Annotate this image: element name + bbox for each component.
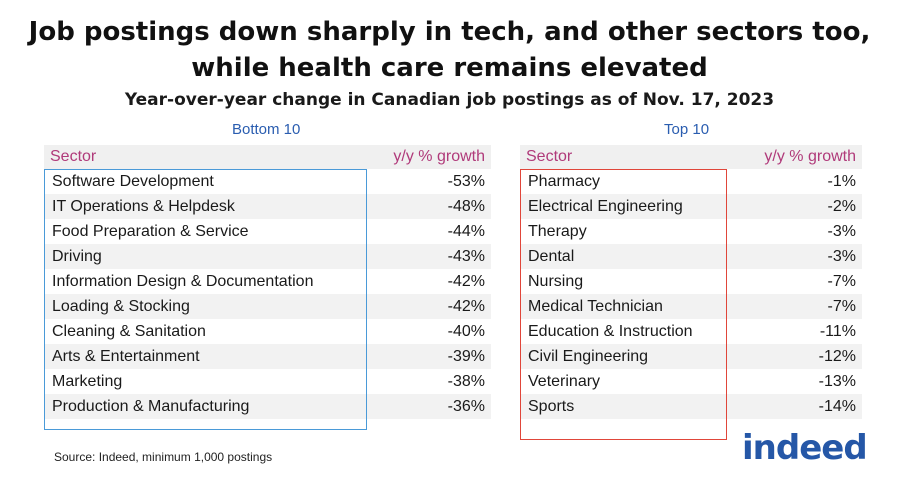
chart-title: Job postings down sharply in tech, and o… — [0, 14, 899, 86]
sector-name: Sports — [528, 398, 575, 415]
growth-column-header: y/y % growth — [393, 148, 485, 165]
growth-value: -42% — [447, 298, 485, 315]
top-10-table: Sector y/y % growth Pharmacy -1% Electrica… — [520, 145, 862, 419]
sector-name: Loading & Stocking — [52, 298, 190, 315]
growth-value: -3% — [827, 223, 856, 240]
growth-value: -38% — [447, 373, 485, 390]
growth-value: -1% — [827, 173, 856, 190]
sector-name: Education & Instruction — [528, 323, 693, 340]
sector-name: Driving — [52, 248, 102, 265]
table-body: Pharmacy -1% Electrical Engineering -2% Ther… — [520, 169, 862, 419]
sector-name: Dental — [528, 248, 575, 265]
table-row: Veterinary -13% — [520, 369, 862, 394]
table-row: Food Preparation & Service -44% — [44, 219, 491, 244]
sector-name: Veterinary — [528, 373, 601, 390]
growth-value: -7% — [827, 298, 856, 315]
growth-value: -2% — [827, 198, 856, 215]
sector-column-header: Sector — [50, 148, 97, 165]
chart-subtitle: Year-over-year change in Canadian job po… — [124, 90, 775, 110]
table-row: Information Design & Documentation -42% — [44, 269, 491, 294]
table-row: Dental -3% — [520, 244, 862, 269]
sector-name: Medical Technician — [528, 298, 663, 315]
growth-value: -14% — [818, 398, 856, 415]
table-row: Production & Manufacturing -36% — [44, 394, 491, 419]
growth-value: -42% — [447, 273, 485, 290]
table-row: Nursing -7% — [520, 269, 862, 294]
table-row: Therapy -3% — [520, 219, 862, 244]
sector-name: Arts & Entertainment — [52, 348, 200, 365]
chart-title-line: while health care remains elevated — [191, 53, 708, 83]
growth-value: -48% — [447, 198, 485, 215]
growth-value: -13% — [818, 373, 856, 390]
growth-value: -12% — [818, 348, 856, 365]
sector-name: Electrical Engineering — [528, 198, 683, 215]
sector-name: Production & Manufacturing — [52, 398, 250, 415]
sector-name: Nursing — [528, 273, 584, 290]
growth-value: -11% — [819, 323, 856, 340]
growth-column-header: y/y % growth — [764, 148, 856, 165]
sector-name: Therapy — [528, 223, 587, 240]
table-body: Software Development -53% IT Operations & … — [44, 169, 491, 419]
table-row: Civil Engineering -12% — [520, 344, 862, 369]
sector-name: Food Preparation & Service — [52, 223, 249, 240]
bottom-10-label: Bottom 10 — [232, 121, 301, 138]
sector-name: Civil Engineering — [528, 348, 649, 365]
growth-value: -7% — [827, 273, 856, 290]
table-row: Cleaning & Sanitation -40% — [44, 319, 491, 344]
sector-name: Information Design & Documentation — [52, 273, 314, 290]
growth-value: -3% — [827, 248, 856, 265]
table-row: Marketing -38% — [44, 369, 491, 394]
table-row: Pharmacy -1% — [520, 169, 862, 194]
growth-value: -53% — [447, 173, 485, 190]
chart-title-line: Job postings down sharply in tech, and o… — [28, 17, 871, 47]
table-row: Education & Instruction -11% — [520, 319, 862, 344]
source-note: Source: Indeed, minimum 1,000 postings — [54, 450, 273, 464]
table-row: Loading & Stocking -42% — [44, 294, 491, 319]
table-row: Medical Technician -7% — [520, 294, 862, 319]
sector-name: Pharmacy — [528, 173, 601, 190]
sector-name: Marketing — [52, 373, 123, 390]
table-header: Sector y/y % growth — [520, 145, 862, 169]
table-row: Driving -43% — [44, 244, 491, 269]
growth-value: -43% — [447, 248, 485, 265]
table-header: Sector y/y % growth — [44, 145, 491, 169]
growth-value: -40% — [447, 323, 485, 340]
top-10-label: Top 10 — [664, 121, 710, 138]
growth-value: -44% — [447, 223, 485, 240]
table-row: IT Operations & Helpdesk -48% — [44, 194, 491, 219]
table-row: Electrical Engineering -2% — [520, 194, 862, 219]
growth-value: -36% — [447, 398, 485, 415]
growth-value: -39% — [447, 348, 485, 365]
table-row: Arts & Entertainment -39% — [44, 344, 491, 369]
sector-name: IT Operations & Helpdesk — [52, 198, 235, 215]
table-row: Software Development -53% — [44, 169, 491, 194]
sector-column-header: Sector — [526, 148, 573, 165]
indeed-logo: indeed — [742, 428, 868, 468]
sector-name: Cleaning & Sanitation — [52, 323, 206, 340]
table-row: Sports -14% — [520, 394, 862, 419]
bottom-10-table: Sector y/y % growth Software Development… — [44, 145, 491, 419]
sector-name: Software Development — [52, 173, 214, 190]
